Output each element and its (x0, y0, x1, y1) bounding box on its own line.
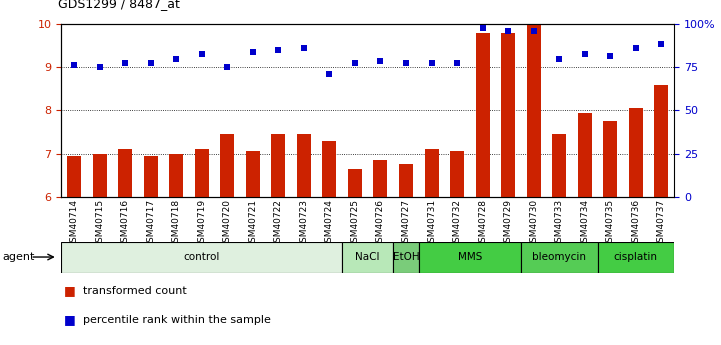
Point (528, 28, 539, 33)
Text: MMS: MMS (458, 252, 482, 262)
FancyBboxPatch shape (61, 241, 342, 273)
Point (273, 47, 284, 53)
Text: cisplatin: cisplatin (614, 252, 658, 262)
Bar (322, 141, 337, 197)
Point (655, 41, 667, 46)
Text: GSM40737: GSM40737 (657, 199, 666, 248)
Point (503, 28, 514, 33)
Text: ■: ■ (64, 284, 76, 297)
Bar (552, 134, 566, 197)
Bar (526, 24, 541, 197)
Point (477, 26, 488, 31)
Bar (655, 85, 668, 197)
Bar (629, 108, 643, 197)
Bar (578, 112, 592, 197)
Bar (143, 156, 158, 197)
Point (579, 51, 590, 57)
Text: GSM40736: GSM40736 (632, 199, 640, 248)
Point (349, 60, 360, 66)
Text: GSM40735: GSM40735 (606, 199, 615, 248)
Bar (92, 154, 107, 197)
Point (221, 65, 233, 70)
Text: GSM40718: GSM40718 (172, 199, 181, 248)
Bar (271, 134, 286, 197)
FancyBboxPatch shape (342, 241, 393, 273)
Point (554, 56, 565, 61)
Text: agent: agent (2, 252, 35, 262)
Text: ■: ■ (64, 314, 76, 326)
Text: GSM40721: GSM40721 (248, 199, 257, 248)
Point (170, 56, 182, 61)
Text: EtOH: EtOH (393, 252, 420, 262)
Text: GSM40730: GSM40730 (529, 199, 538, 248)
Bar (348, 169, 362, 197)
Point (630, 45, 642, 51)
Text: GSM40731: GSM40731 (427, 199, 436, 248)
Text: GSM40723: GSM40723 (299, 199, 309, 248)
Text: GSM40716: GSM40716 (120, 199, 130, 248)
Bar (450, 151, 464, 197)
Text: GSM40728: GSM40728 (478, 199, 487, 248)
Bar (425, 149, 438, 197)
Point (451, 60, 463, 66)
Text: percentile rank within the sample: percentile rank within the sample (83, 315, 270, 325)
Text: GSM40727: GSM40727 (402, 199, 410, 248)
Text: GSM40722: GSM40722 (274, 199, 283, 248)
FancyBboxPatch shape (393, 241, 419, 273)
Text: GSM40725: GSM40725 (350, 199, 360, 248)
FancyBboxPatch shape (598, 241, 674, 273)
Text: GSM40732: GSM40732 (453, 199, 461, 248)
Bar (220, 134, 234, 197)
Bar (169, 154, 183, 197)
Point (68, 62, 80, 68)
Bar (195, 149, 209, 197)
FancyBboxPatch shape (521, 241, 598, 273)
Bar (399, 164, 413, 197)
Point (94, 65, 105, 70)
FancyBboxPatch shape (419, 241, 521, 273)
Point (426, 60, 438, 66)
Bar (246, 151, 260, 197)
Text: GSM40719: GSM40719 (198, 199, 206, 248)
Bar (67, 156, 81, 197)
Point (120, 60, 131, 66)
Text: GSM40724: GSM40724 (325, 199, 334, 248)
Bar (297, 134, 311, 197)
Text: GSM40729: GSM40729 (504, 199, 513, 248)
Text: GDS1299 / 8487_at: GDS1299 / 8487_at (58, 0, 180, 10)
Bar (603, 121, 617, 197)
Text: GSM40715: GSM40715 (95, 199, 104, 248)
Point (400, 60, 412, 66)
Point (375, 58, 386, 63)
Point (145, 60, 156, 66)
Bar (501, 33, 516, 197)
Bar (118, 149, 132, 197)
Point (324, 71, 335, 77)
Text: GSM40726: GSM40726 (376, 199, 385, 248)
Point (247, 49, 259, 55)
Text: control: control (184, 252, 220, 262)
Text: GSM40714: GSM40714 (69, 199, 79, 248)
Text: GSM40720: GSM40720 (223, 199, 231, 248)
Bar (476, 33, 490, 197)
Point (196, 51, 208, 57)
Text: NaCl: NaCl (355, 252, 380, 262)
Text: GSM40717: GSM40717 (146, 199, 155, 248)
Point (604, 54, 616, 59)
Bar (373, 160, 387, 197)
Text: GSM40733: GSM40733 (554, 199, 564, 248)
Text: transformed count: transformed count (83, 286, 187, 296)
Point (298, 45, 309, 51)
Text: GSM40734: GSM40734 (580, 199, 589, 248)
Text: bleomycin: bleomycin (532, 252, 586, 262)
